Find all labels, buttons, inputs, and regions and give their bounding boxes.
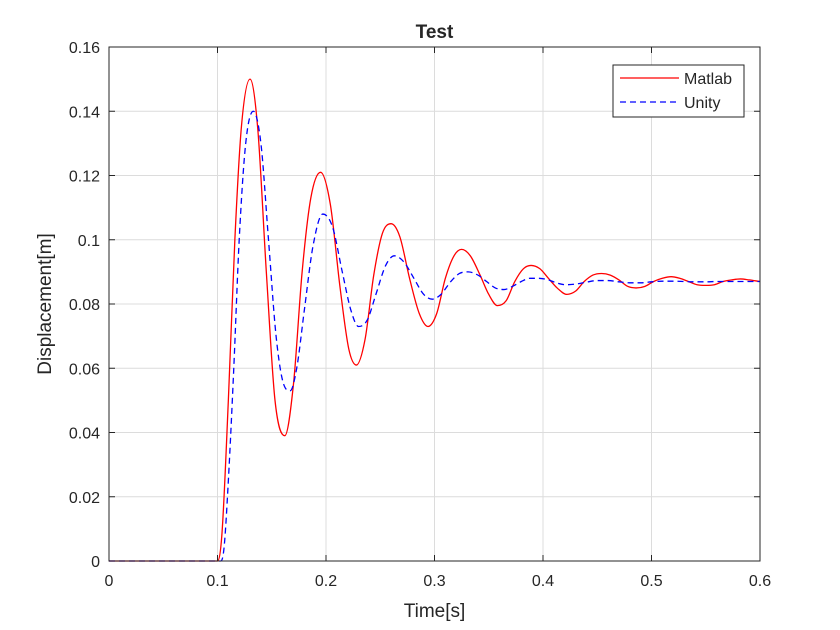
legend-label-unity: Unity bbox=[684, 95, 720, 112]
legend-box bbox=[612, 64, 745, 118]
x-tick-label: 0 bbox=[105, 573, 114, 590]
series-line-matlab bbox=[109, 78, 761, 562]
y-tick-label: 0.06 bbox=[69, 361, 100, 378]
y-tick-label: 0.14 bbox=[69, 104, 100, 121]
x-tick-label: 0.3 bbox=[423, 573, 445, 590]
y-tick-label: 0.02 bbox=[69, 490, 100, 507]
y-tick-label: 0.12 bbox=[69, 169, 100, 186]
x-tick-label: 0.1 bbox=[206, 573, 228, 590]
y-tick-label: 0.1 bbox=[78, 233, 100, 250]
y-axis-label: Displacement[m] bbox=[35, 233, 56, 375]
legend-label-matlab: Matlab bbox=[684, 71, 732, 88]
x-tick-label: 0.5 bbox=[640, 573, 662, 590]
axis-ticks: 0 0.1 0.2 0.3 0.4 0.5 0.6 0 0.02 0.04 0.06 0.08 0.1 0… bbox=[69, 40, 771, 590]
chart-title: Test bbox=[416, 22, 454, 43]
x-tick-label: 0.2 bbox=[315, 573, 337, 590]
x-axis-label: Time[s] bbox=[404, 601, 466, 622]
y-tick-label: 0 bbox=[91, 554, 100, 571]
y-tick-label: 0.16 bbox=[69, 40, 100, 57]
x-tick-label: 0.6 bbox=[749, 573, 771, 590]
legend: Matlab Unity bbox=[612, 64, 745, 118]
x-tick-label: 0.4 bbox=[532, 573, 554, 590]
y-tick-label: 0.04 bbox=[69, 426, 100, 443]
y-tick-label: 0.08 bbox=[69, 297, 100, 314]
series-line-unity bbox=[109, 110, 760, 562]
series-layer bbox=[109, 78, 761, 562]
